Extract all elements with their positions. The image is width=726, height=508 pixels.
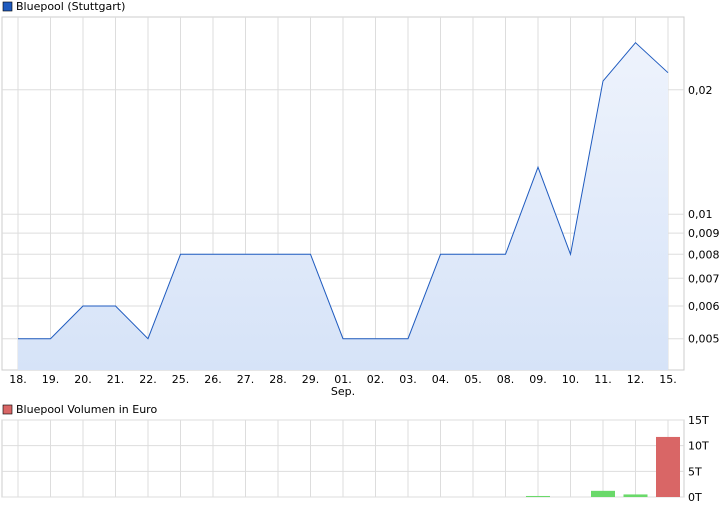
x-tick-label: 29.: [302, 373, 320, 386]
x-tick-label: 03.: [399, 373, 417, 386]
price-legend-swatch: [2, 1, 13, 12]
price-y-tick-label: 0,005: [688, 333, 720, 346]
x-tick-label: 27.: [237, 373, 255, 386]
x-tick-label: 10.: [562, 373, 580, 386]
x-tick-label: 21.: [107, 373, 125, 386]
volume-bar: [656, 436, 680, 497]
volume-bar: [591, 490, 615, 497]
x-tick-label: 22.: [139, 373, 157, 386]
volume-legend-label: Bluepool Volumen in Euro: [16, 403, 157, 416]
x-tick-label: 04.: [432, 373, 450, 386]
x-tick-label: 15.: [659, 373, 677, 386]
x-tick-label: 08.: [497, 373, 515, 386]
x-tick-label: 02.: [367, 373, 385, 386]
price-y-tick-label: 0,008: [688, 248, 720, 261]
x-tick-label: 01.: [334, 373, 352, 386]
x-tick-label: 28.: [269, 373, 287, 386]
price-y-tick-label: 0,009: [688, 227, 720, 240]
price-y-tick-label: 0,02: [688, 84, 713, 97]
x-tick-label: 19.: [42, 373, 60, 386]
volume-legend-swatch: [2, 404, 13, 415]
volume-y-tick-label: 5T: [688, 465, 702, 478]
price-area: [18, 42, 668, 370]
x-tick-label: 26.: [204, 373, 222, 386]
volume-bar: [526, 495, 550, 497]
x-tick-label: 20.: [74, 373, 92, 386]
price-legend-label: Bluepool (Stuttgart): [16, 0, 125, 13]
price-y-tick-label: 0,006: [688, 300, 720, 313]
volume-y-tick-label: 10T: [688, 440, 709, 453]
x-tick-label: 05.: [464, 373, 482, 386]
price-y-tick-label: 0,007: [688, 272, 720, 285]
x-tick-label: 09.: [529, 373, 547, 386]
x-tick-label: 25.: [172, 373, 190, 386]
x-tick-label: 18.: [9, 373, 27, 386]
volume-y-tick-label: 0T: [688, 491, 702, 504]
x-tick-label: 11.: [594, 373, 612, 386]
price-y-tick-label: 0,01: [688, 208, 713, 221]
x-month-label: Sep.: [331, 385, 355, 398]
volume-y-tick-label: 15T: [688, 414, 709, 427]
x-tick-label: 12.: [627, 373, 645, 386]
volume-bar: [623, 494, 648, 497]
